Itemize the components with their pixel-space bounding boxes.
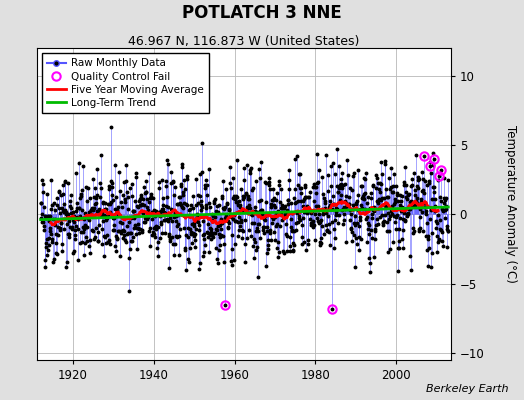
- Title: 46.967 N, 116.873 W (United States): 46.967 N, 116.873 W (United States): [128, 35, 359, 48]
- Text: Berkeley Earth: Berkeley Earth: [426, 384, 508, 394]
- Legend: Raw Monthly Data, Quality Control Fail, Five Year Moving Average, Long-Term Tren: Raw Monthly Data, Quality Control Fail, …: [42, 53, 209, 113]
- Text: POTLATCH 3 NNE: POTLATCH 3 NNE: [182, 4, 342, 22]
- Y-axis label: Temperature Anomaly (°C): Temperature Anomaly (°C): [504, 125, 517, 283]
